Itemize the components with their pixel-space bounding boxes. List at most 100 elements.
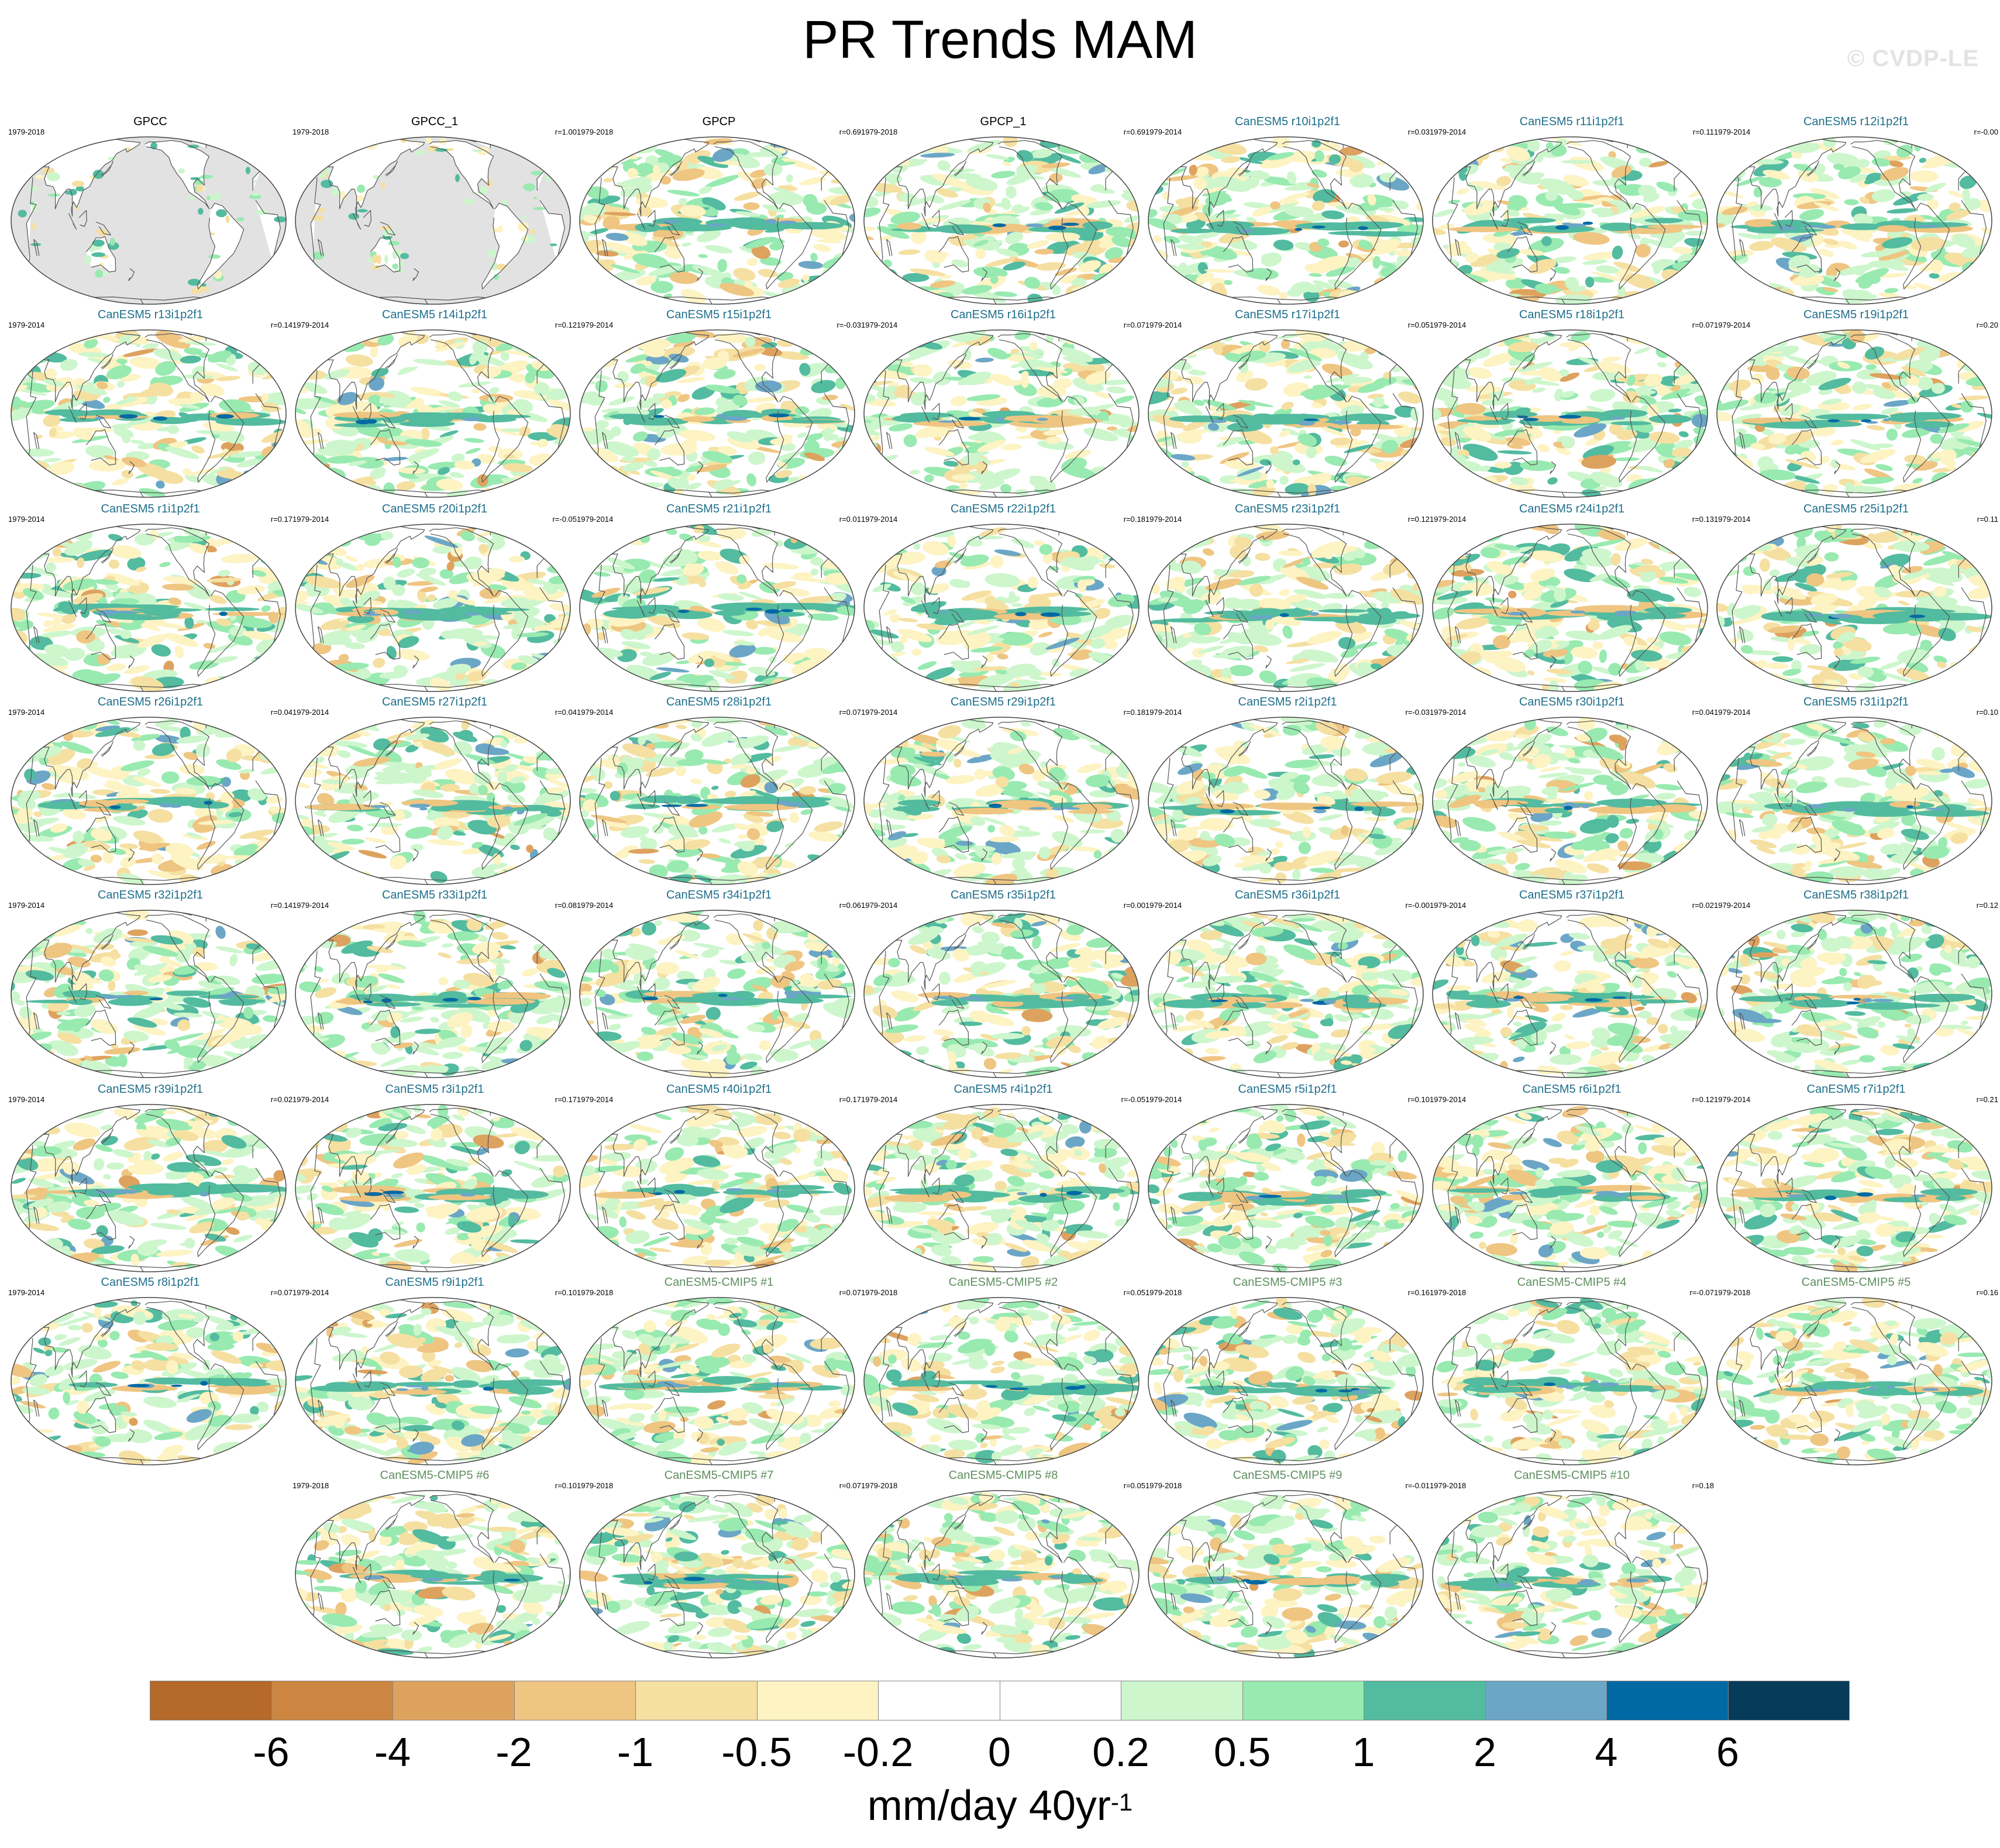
panel-title: CanESM5 r34i1p2f1 — [666, 889, 772, 901]
panel-years: 1979-2018 — [1714, 1288, 1751, 1297]
map-outline — [295, 329, 571, 498]
panel-pattern-correlation: r=0.18 — [1692, 1481, 1714, 1490]
panel-title: CanESM5 r27i1p2f1 — [381, 696, 488, 708]
colorbar-segment — [271, 1681, 393, 1720]
panel-title: CanESM5 r25i1p2f1 — [1803, 503, 1909, 515]
map-panel: CanESM5 r38i1p2f1 1979-2014 r=0.12 — [1714, 888, 1998, 1082]
map-panel: CanESM5 r32i1p2f1 1979-2014 r=0.14 — [8, 888, 292, 1082]
panel-title: CanESM5 r4i1p2f1 — [953, 1083, 1053, 1096]
map-outline — [1716, 717, 1992, 885]
trend-field — [1433, 330, 1708, 497]
panel-pattern-correlation: r=0.12 — [555, 321, 577, 329]
map — [295, 136, 571, 305]
map-outline — [1148, 136, 1424, 305]
colorbar-tick-label: 0.5 — [1213, 1729, 1271, 1775]
trend-field — [1433, 524, 1708, 691]
panel-title: CanESM5 r12i1p2f1 — [1803, 115, 1909, 128]
colorbar-tick-label: -2 — [495, 1729, 532, 1775]
map — [1432, 1297, 1708, 1465]
colorbar-units-exponent: -1 — [1110, 1788, 1133, 1816]
map-outline — [295, 1297, 571, 1465]
map-panel: CanESM5-CMIP5 #7 1979-2018 r=0.07 — [577, 1468, 861, 1663]
trend-field — [580, 137, 855, 304]
trend-field — [1717, 1104, 1992, 1272]
colorbar-tick-label: 0.2 — [1092, 1729, 1149, 1775]
colorbar-segment — [1121, 1681, 1243, 1720]
panel-title: CanESM5 r16i1p2f1 — [950, 308, 1056, 321]
panel-years: 1979-2014 — [1714, 515, 1751, 524]
panel-pattern-correlation: r=-0.05 — [552, 515, 577, 524]
map-outline — [295, 910, 571, 1078]
trend-field — [1148, 910, 1423, 1078]
map-outline — [863, 329, 1140, 498]
watermark: © CVDP-LE — [1847, 46, 1979, 71]
panel-years: 1979-2018 — [292, 128, 329, 136]
panel-title: CanESM5 r30i1p2f1 — [1519, 696, 1625, 708]
panel-years: 1979-2018 — [1145, 1481, 1182, 1490]
map-outline — [1716, 910, 1992, 1078]
map-panel: CanESM5-CMIP5 #1 1979-2018 r=0.07 — [577, 1275, 861, 1470]
panel-years: 1979-2014 — [8, 1095, 45, 1104]
panel-pattern-correlation: r=-0.03 — [837, 321, 861, 329]
colorbar-tick-label: -0.2 — [842, 1729, 914, 1775]
panel-pattern-correlation: r=0.10 — [555, 1288, 577, 1297]
colorbar-segment — [756, 1681, 879, 1720]
map — [11, 136, 287, 305]
map — [1432, 1490, 1708, 1658]
map-panel: CanESM5 r6i1p2f1 1979-2014 r=0.12 — [1430, 1082, 1714, 1276]
trend-field — [295, 717, 570, 885]
map-panel: CanESM5 r11i1p2f1 1979-2014 r=0.11 — [1430, 115, 1714, 309]
map-panel: CanESM5 r29i1p2f1 1979-2014 r=0.18 — [861, 695, 1145, 889]
panel-title: CanESM5-CMIP5 #7 — [664, 1469, 774, 1482]
panel-years: 1979-2014 — [292, 515, 329, 524]
map — [863, 329, 1140, 498]
map-outline — [11, 329, 287, 498]
map — [579, 717, 855, 885]
panel-title: CanESM5 r11i1p2f1 — [1519, 115, 1624, 128]
map-outline — [863, 1297, 1140, 1465]
map-outline — [1148, 1490, 1424, 1658]
panel-years: 1979-2014 — [577, 321, 614, 329]
panel-title: CanESM5 r36i1p2f1 — [1234, 889, 1341, 901]
map-panel: CanESM5-CMIP5 #3 1979-2018 r=0.16 — [1145, 1275, 1430, 1470]
panel-title: CanESM5 r38i1p2f1 — [1803, 889, 1909, 901]
panel-title: GPCP_1 — [980, 115, 1027, 128]
trend-field — [295, 137, 570, 304]
panel-pattern-correlation: r=0.06 — [839, 901, 861, 910]
map-outline — [1148, 1104, 1424, 1272]
trend-field — [11, 1298, 286, 1465]
map-panel: CanESM5 r27i1p2f1 1979-2014 r=0.04 — [292, 695, 577, 889]
map-panel: CanESM5 r25i1p2f1 1979-2014 r=0.11 — [1714, 502, 1998, 696]
panel-pattern-correlation: r=0.20 — [1976, 321, 1998, 329]
trend-field — [1148, 1491, 1423, 1658]
panel-title: CanESM5 r10i1p2f1 — [1234, 115, 1341, 128]
map-outline — [579, 1104, 855, 1272]
panel-pattern-correlation: r=0.18 — [1123, 708, 1145, 717]
map-panel: CanESM5-CMIP5 #4 1979-2018 r=-0.07 — [1430, 1275, 1714, 1470]
panel-pattern-correlation: r=-0.01 — [1405, 1481, 1430, 1490]
map-panel: CanESM5 r39i1p2f1 1979-2014 r=0.02 — [8, 1082, 292, 1276]
colorbar-segment — [393, 1681, 515, 1720]
panel-years: 1979-2018 — [1430, 1288, 1467, 1297]
map-panel: CanESM5 r17i1p2f1 1979-2014 r=0.05 — [1145, 308, 1430, 502]
map-panel: CanESM5 r37i1p2f1 1979-2014 r=0.02 — [1430, 888, 1714, 1082]
panel-title: CanESM5 r5i1p2f1 — [1238, 1083, 1337, 1096]
map-panel: CanESM5 r34i1p2f1 1979-2014 r=0.06 — [577, 888, 861, 1082]
trend-field — [11, 1104, 286, 1272]
map — [863, 1104, 1140, 1272]
map — [1432, 329, 1708, 498]
panel-title: CanESM5-CMIP5 #5 — [1801, 1276, 1911, 1289]
panel-title: CanESM5-CMIP5 #3 — [1233, 1276, 1342, 1289]
map-outline — [295, 717, 571, 885]
colorbar-tick-label: -0.5 — [721, 1729, 792, 1775]
map — [863, 136, 1140, 305]
map-outline — [1148, 910, 1424, 1078]
panel-years: 1979-2014 — [1714, 128, 1751, 136]
panel-pattern-correlation: r=0.13 — [1692, 515, 1714, 524]
map-outline — [1432, 1104, 1708, 1272]
trend-field — [580, 717, 855, 885]
panel-title: CanESM5-CMIP5 #6 — [380, 1469, 490, 1482]
map — [863, 1490, 1140, 1658]
panel-pattern-correlation: r=0.10 — [1407, 1095, 1430, 1104]
panel-pattern-correlation: r=0.69 — [839, 128, 861, 136]
